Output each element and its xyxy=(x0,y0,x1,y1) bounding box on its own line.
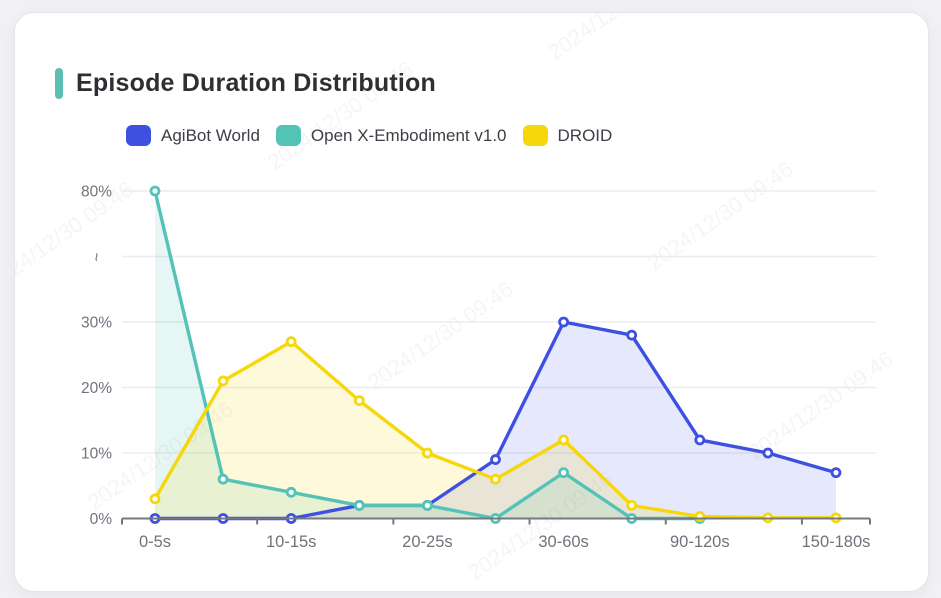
watermark-text: 2024/12/30 09:46 xyxy=(183,586,338,591)
title-row: Episode Duration Distribution xyxy=(55,67,436,99)
watermark-text: 2024/12/30 09:46 xyxy=(463,466,618,585)
legend-label: Open X-Embodiment v1.0 xyxy=(310,125,507,145)
chart-card: 2024/12/30 09:46 2024/12/30 09:46 2024/12/… xyxy=(14,12,929,592)
page-title: Episode Duration Distribution xyxy=(76,68,436,97)
legend-label: DROID xyxy=(557,125,613,145)
watermark-text: 2024/12/30 09:46 xyxy=(743,346,898,465)
legend-item-open-x-embodiment[interactable]: Open X-Embodiment v1.0 xyxy=(275,125,507,146)
legend-item-droid[interactable]: DROID xyxy=(522,125,613,146)
legend-item-agibot-world[interactable]: AgiBot World xyxy=(126,125,260,146)
chart-legend: AgiBot World Open X-Embodiment v1.0 DROI… xyxy=(126,125,612,146)
watermark-text: 2024/12/30 09:46 xyxy=(923,36,929,155)
title-accent-bar xyxy=(55,67,63,99)
watermark-text: 2024/12/30 09:46 xyxy=(643,156,798,275)
legend-label: AgiBot World xyxy=(161,125,260,145)
legend-swatch-droid xyxy=(522,125,548,146)
watermark-layer: 2024/12/30 09:46 2024/12/30 09:46 2024/12/… xyxy=(15,13,928,591)
watermark-text: 2024/12/30 09:46 xyxy=(363,276,518,395)
legend-swatch-agibot-world xyxy=(126,125,151,146)
legend-swatch-open-x-embodiment xyxy=(275,125,301,146)
watermark-text: 2024/12/30 09:46 xyxy=(83,396,238,515)
watermark-text: 2024/12/30 09:46 xyxy=(543,13,698,66)
watermark-text: 2024/12/30 09:46 xyxy=(14,176,138,295)
